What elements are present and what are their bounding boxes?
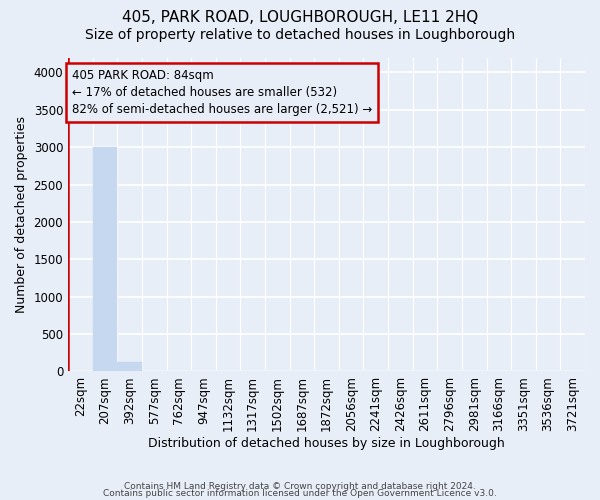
Bar: [92, 147, 117, 372]
Bar: [117, 362, 142, 372]
Text: 405, PARK ROAD, LOUGHBOROUGH, LE11 2HQ: 405, PARK ROAD, LOUGHBOROUGH, LE11 2HQ: [122, 10, 478, 25]
Y-axis label: Number of detached properties: Number of detached properties: [15, 116, 28, 313]
Text: Contains HM Land Registry data © Crown copyright and database right 2024.: Contains HM Land Registry data © Crown c…: [124, 482, 476, 491]
Text: Size of property relative to detached houses in Loughborough: Size of property relative to detached ho…: [85, 28, 515, 42]
Text: 405 PARK ROAD: 84sqm
← 17% of detached houses are smaller (532)
82% of semi-deta: 405 PARK ROAD: 84sqm ← 17% of detached h…: [72, 68, 372, 116]
X-axis label: Distribution of detached houses by size in Loughborough: Distribution of detached houses by size …: [148, 437, 505, 450]
Text: Contains public sector information licensed under the Open Government Licence v3: Contains public sector information licen…: [103, 490, 497, 498]
